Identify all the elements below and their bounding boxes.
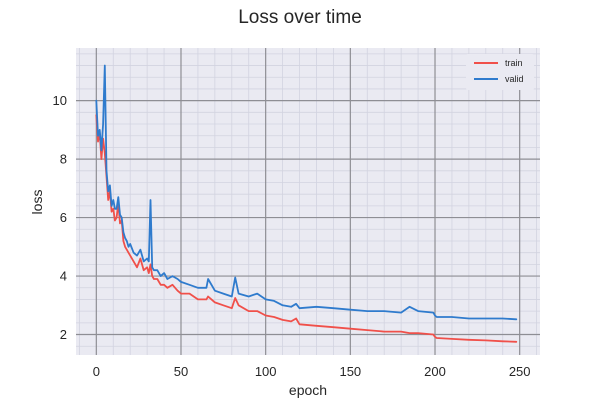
x-tick-label: 200 — [424, 364, 446, 379]
y-tick-label: 4 — [60, 269, 67, 284]
series-line-train — [95, 114, 518, 343]
minor-grid — [76, 48, 540, 355]
y-tick-label: 8 — [60, 152, 67, 167]
legend: train valid — [466, 54, 534, 90]
series-lines — [95, 64, 518, 343]
major-grid — [76, 48, 540, 355]
x-axis-label: epoch — [289, 382, 327, 398]
chart-title: Loss over time — [238, 7, 362, 28]
x-tick-labels: 0 50 100 150 200 250 — [93, 364, 531, 379]
x-tick-label: 50 — [174, 364, 188, 379]
plot-area — [76, 48, 540, 355]
legend-label-train: train — [505, 58, 523, 68]
y-tick-labels: 2 4 6 8 10 — [53, 93, 67, 342]
x-tick-label: 150 — [339, 364, 361, 379]
series-line-valid — [95, 64, 518, 321]
y-tick-label: 2 — [60, 327, 67, 342]
x-tick-label: 250 — [509, 364, 531, 379]
y-tick-label: 6 — [60, 210, 67, 225]
legend-label-valid: valid — [505, 74, 524, 84]
y-tick-label: 10 — [53, 93, 67, 108]
y-axis-label: loss — [29, 190, 45, 215]
x-tick-label: 0 — [93, 364, 100, 379]
legend-box — [466, 54, 534, 90]
x-tick-label: 100 — [255, 364, 277, 379]
